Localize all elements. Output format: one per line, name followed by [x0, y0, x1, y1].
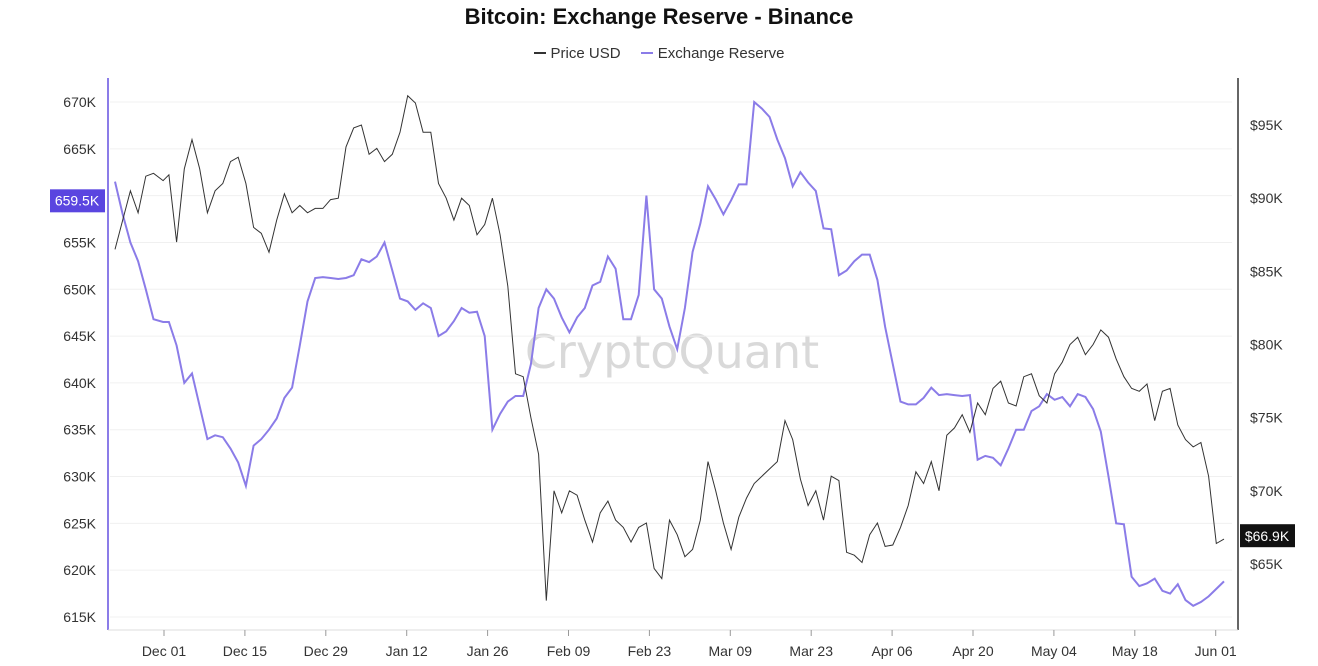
legend-label-reserve: Exchange Reserve [657, 44, 785, 62]
x-axis-tick-label: Jan 26 [467, 643, 509, 659]
right-axis-tick-label: $95K [1250, 117, 1283, 133]
right-axis-tick-label: $65K [1250, 556, 1283, 572]
legend-item-price[interactable]: Price USD [533, 44, 621, 62]
x-axis-tick-label: Feb 23 [628, 643, 672, 659]
left-axis-tick-label: 665K [63, 141, 96, 157]
left-axis-ticks: 670K665K660K655K650K645K640K635K630K625K… [63, 94, 96, 625]
x-axis-tick-label: May 04 [1031, 643, 1077, 659]
x-axis-tick-label: Feb 09 [547, 643, 591, 659]
right-current-badge: $66.9K [1240, 524, 1295, 548]
chart-legend: Price USD Exchange Reserve [0, 41, 1318, 62]
left-axis-tick-label: 655K [63, 234, 96, 250]
right-current-value: $66.9K [1245, 528, 1290, 544]
legend-label-price: Price USD [550, 44, 621, 62]
x-axis-tick-label: Dec 29 [304, 643, 349, 659]
x-axis-tick-label: Jun 01 [1195, 643, 1237, 659]
legend-swatch-price [533, 52, 546, 54]
x-axis-tick-label: Apr 06 [871, 643, 912, 659]
left-axis-tick-label: 635K [63, 422, 96, 438]
left-axis-tick-label: 630K [63, 469, 96, 485]
legend-swatch-reserve [640, 52, 653, 54]
right-axis-tick-label: $70K [1250, 483, 1283, 499]
right-axis-ticks: $95K $90K $85K $80K $75K $70K $65K [1250, 117, 1283, 572]
left-axis-tick-label: 640K [63, 375, 96, 391]
x-axis-tick-label: Apr 20 [952, 643, 993, 659]
grid-lines [110, 101, 1232, 618]
x-axis-tick-label: May 18 [1112, 643, 1158, 659]
right-axis-tick-label: $90K [1250, 190, 1283, 206]
x-axis-tick-label: Mar 09 [709, 643, 753, 659]
right-axis-tick-label: $80K [1250, 337, 1283, 353]
legend-item-reserve[interactable]: Exchange Reserve [640, 44, 785, 62]
x-axis-ticks: Dec 01 Dec 15 Dec 29 Jan 12 Jan 26 Feb 09 Feb … [142, 630, 1237, 659]
x-axis-tick-label: Mar 23 [789, 643, 833, 659]
chart-title: Bitcoin: Exchange Reserve - Binance [464, 4, 854, 29]
left-current-value: 659.5K [55, 192, 100, 208]
series-line-exchange-reserve [114, 99, 1225, 607]
right-current-badge-box [1240, 524, 1295, 548]
left-axis-tick-label: 645K [63, 328, 96, 344]
left-axis-tick-label: 620K [63, 562, 96, 578]
x-axis-tick-label: Jan 12 [386, 643, 428, 659]
x-axis-tick-label: Dec 15 [223, 643, 268, 659]
left-axis-tick-label: 670K [63, 94, 96, 110]
series-line-price-usd [114, 94, 1225, 601]
left-current-badge: 659.5K [50, 189, 105, 213]
right-axis-tick-label: $85K [1250, 263, 1283, 279]
right-axis-tick-label: $75K [1250, 410, 1283, 426]
x-axis-tick-label: Dec 01 [142, 643, 187, 659]
left-axis-tick-label: 650K [63, 281, 96, 297]
left-axis-tick-label: 625K [63, 515, 96, 531]
left-axis-tick-label: 615K [63, 609, 96, 625]
left-current-badge-box [50, 189, 105, 213]
